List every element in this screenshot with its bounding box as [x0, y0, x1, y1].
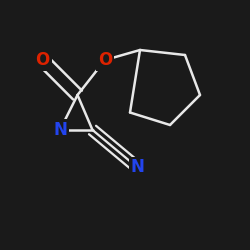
Text: O: O: [98, 51, 112, 69]
Text: O: O: [36, 51, 50, 69]
Text: N: N: [130, 158, 144, 176]
Text: N: N: [53, 121, 67, 139]
